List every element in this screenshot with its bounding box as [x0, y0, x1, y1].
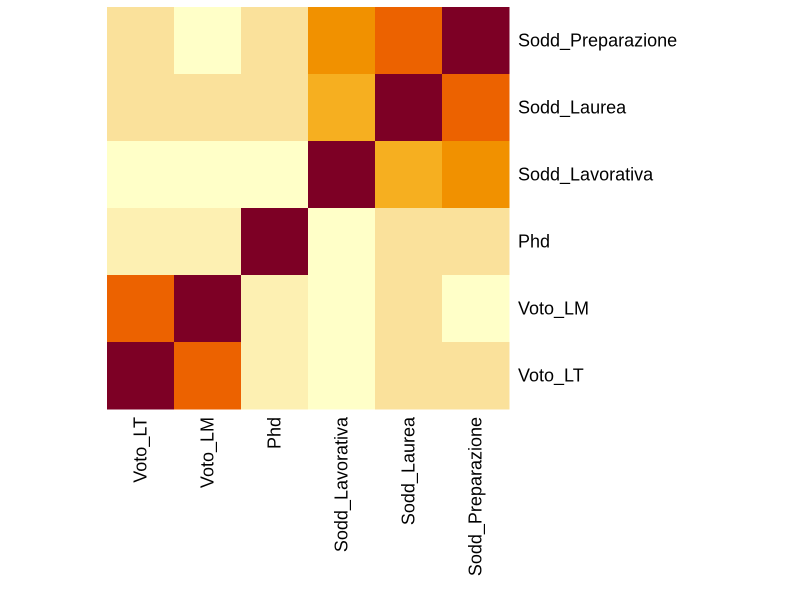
heatmap-cell [442, 141, 510, 209]
heatmap-cell [107, 74, 175, 142]
heatmap-cell [442, 342, 510, 410]
heatmap-cell [442, 208, 510, 276]
heatmap-cell [107, 342, 175, 410]
heatmap-cell [308, 74, 376, 142]
column-label: Voto_LM [198, 417, 219, 488]
heatmap-cell [174, 342, 242, 410]
column-label: Sodd_Laurea [399, 416, 420, 525]
column-label: Phd [265, 417, 285, 449]
heatmap-cell [375, 342, 443, 410]
heatmap-cell [107, 275, 175, 343]
row-label: Sodd_Lavorativa [518, 165, 654, 186]
heatmap-cell [241, 275, 309, 343]
heatmap-cell [375, 275, 443, 343]
heatmap-cell [174, 208, 242, 276]
heatmap-cell [241, 74, 309, 142]
heatmap-cell [308, 342, 376, 410]
row-label: Voto_LM [518, 299, 589, 320]
heatmap-cell [375, 208, 443, 276]
heatmap-cell [174, 275, 242, 343]
heatmap-cell [308, 275, 376, 343]
heatmap-cell [241, 7, 309, 75]
heatmap-cell [241, 208, 309, 276]
heatmap-cell [442, 7, 510, 75]
heatmap-cell [174, 74, 242, 142]
heatmap-cell [174, 141, 242, 209]
heatmap-cell [442, 275, 510, 343]
heatmap-cell [375, 141, 443, 209]
heatmap-cell [308, 141, 376, 209]
heatmap-cell [174, 7, 242, 75]
column-label: Voto_LT [131, 417, 152, 483]
heatmap-cell [107, 7, 175, 75]
heatmap-cell [375, 74, 443, 142]
heatmap-cell [308, 208, 376, 276]
heatmap-cell [308, 7, 376, 75]
heatmap-cells [107, 7, 510, 410]
heatmap-cell [241, 342, 309, 410]
heatmap-cell [241, 141, 309, 209]
heatmap-cell [442, 74, 510, 142]
column-labels: Voto_LT Voto_LM Phd Sodd_Lavorativa Sodd_Lau… [131, 416, 487, 576]
heatmap-cell [375, 7, 443, 75]
heatmap-cell [107, 141, 175, 209]
row-label: Phd [518, 232, 550, 252]
heatmap-cell [107, 208, 175, 276]
column-label: Sodd_Lavorativa [332, 416, 353, 552]
row-label: Sodd_Preparazione [518, 31, 677, 52]
row-labels: Sodd_Preparazione Sodd_Laurea Sodd_Lavorat… [518, 31, 677, 387]
row-label: Sodd_Laurea [518, 98, 627, 119]
row-label: Voto_LT [518, 366, 584, 387]
column-label: Sodd_Preparazione [466, 417, 487, 576]
